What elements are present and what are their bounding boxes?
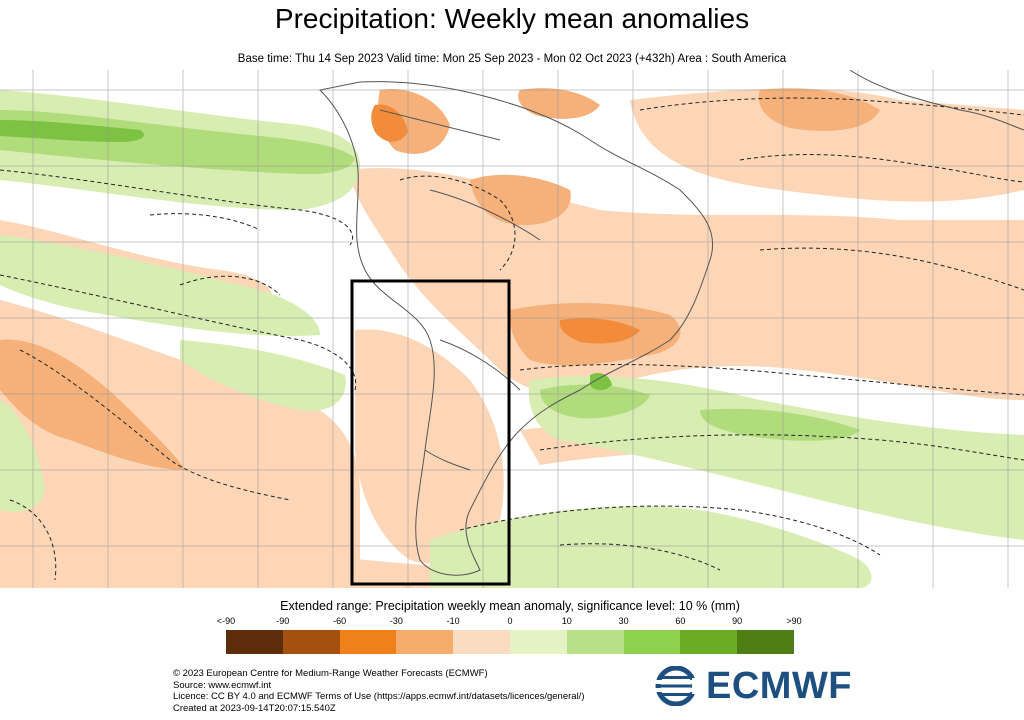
legend-swatch: [226, 630, 283, 654]
legend-tick: -30: [389, 616, 403, 626]
footer-licence: Licence: CC BY 4.0 and ECMWF Terms of Us…: [173, 691, 585, 702]
legend-tick: -10: [446, 616, 460, 626]
legend-swatch: [396, 630, 454, 654]
legend-tick: 0: [507, 616, 513, 626]
legend-tick: -90: [276, 616, 290, 626]
legend-tick: -60: [333, 616, 347, 626]
legend-swatch: [339, 630, 397, 654]
legend-title: Extended range: Precipitation weekly mea…: [280, 599, 740, 613]
footer-credits: © 2023 European Centre for Medium-Range …: [173, 668, 585, 714]
legend-tick: <-90: [216, 616, 236, 626]
footer-created: Created at 2023-09-14T20:07:15.540Z: [173, 702, 336, 714]
highlight-box: [350, 279, 511, 586]
legend-tick: 90: [732, 616, 743, 626]
legend-tick: >90: [786, 616, 802, 626]
legend-swatch: [623, 630, 681, 654]
map-subtitle: Base time: Thu 14 Sep 2023 Valid time: M…: [237, 53, 787, 65]
anomaly-map: [0, 70, 1024, 588]
legend-swatch: [737, 630, 794, 654]
color-legend: [226, 630, 794, 654]
footer-copyright: © 2023 European Centre for Medium-Range …: [173, 668, 488, 679]
ecmwf-logo: ECMWF: [654, 664, 874, 708]
legend-tick: 10: [561, 616, 572, 626]
coastlines: [318, 70, 1024, 576]
map-grid: [0, 70, 1024, 588]
map-title: Precipitation: Weekly mean anomalies: [274, 3, 750, 34]
ecmwf-logo-icon: [654, 666, 702, 706]
legend-swatch: [680, 630, 738, 654]
legend-tick: 30: [618, 616, 629, 626]
legend-tick: 60: [675, 616, 686, 626]
footer-source: Source: www.ecmwf.int: [173, 679, 272, 691]
legend-ticks: <-90 -90 -60 -30 -10 0 10 30 60 90 >90: [217, 616, 802, 628]
legend-swatch: [282, 630, 340, 654]
significance-contours: [0, 97, 1024, 581]
legend-swatch: [509, 630, 567, 654]
dry-strong-regions: [371, 104, 640, 344]
legend-swatch: [453, 630, 510, 654]
legend-swatch: [566, 630, 624, 654]
logo-wordmark: ECMWF: [706, 665, 853, 707]
